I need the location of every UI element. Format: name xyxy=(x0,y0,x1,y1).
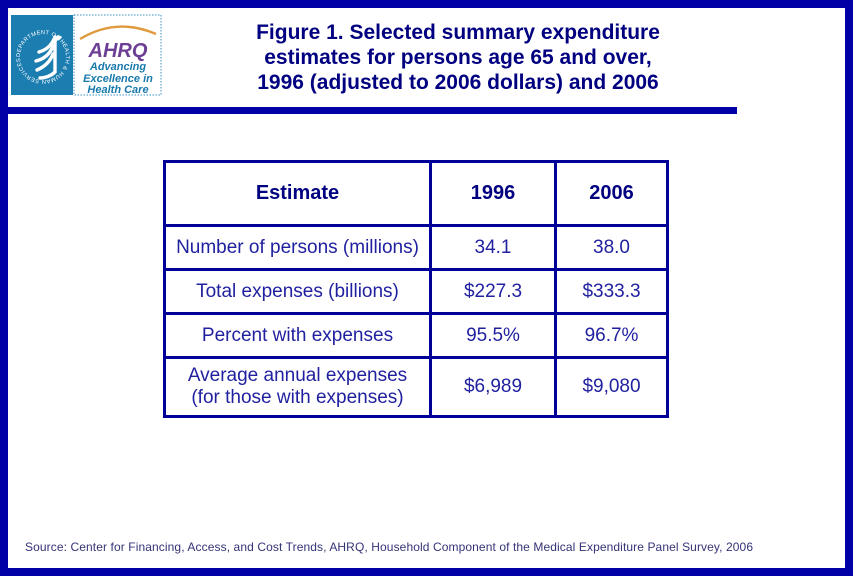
table-row: Total expenses (billions) $227.3 $333.3 xyxy=(163,268,669,315)
ahrq-wordmark: AHRQ xyxy=(88,40,148,62)
hhs-eagle-icon xyxy=(34,35,62,80)
expenditure-estimates-table: Estimate 1996 2006 Number of persons (mi… xyxy=(163,160,669,418)
table-row: Average annual expenses (for those with … xyxy=(163,356,669,418)
row-label: Number of persons (millions) xyxy=(163,224,432,271)
value-1996: $227.3 xyxy=(429,268,557,315)
figure-title-line-3: 1996 (adjusted to 2006 dollars) and 2006 xyxy=(257,71,659,94)
svg-text:Health Care: Health Care xyxy=(87,84,148,96)
value-1996: $6,989 xyxy=(429,356,557,418)
value-2006: $9,080 xyxy=(554,356,669,418)
figure-title: Figure 1. Selected summary expenditure e… xyxy=(168,20,748,95)
figure-title-line-1: Figure 1. Selected summary expenditure xyxy=(256,21,660,44)
svg-text:Advancing: Advancing xyxy=(89,61,147,73)
row-label: Average annual expenses (for those with … xyxy=(163,356,432,418)
column-header-2006: 2006 xyxy=(554,160,669,227)
table-header-row: Estimate 1996 2006 xyxy=(163,160,669,227)
value-1996: 34.1 xyxy=(429,224,557,271)
value-1996: 95.5% xyxy=(429,312,557,359)
svg-text:Excellence in: Excellence in xyxy=(83,73,153,85)
ahrq-tagline: Advancing Excellence in Health Care xyxy=(83,61,153,96)
value-2006: 96.7% xyxy=(554,312,669,359)
ahrq-hhs-logo: DEPARTMENT OF HEALTH & HUMAN SERVICES • … xyxy=(8,10,162,96)
column-header-1996: 1996 xyxy=(429,160,557,227)
table-row: Percent with expenses 95.5% 96.7% xyxy=(163,312,669,359)
header-divider-bar xyxy=(8,107,737,114)
row-label: Percent with expenses xyxy=(163,312,432,359)
figure-title-line-2: estimates for persons age 65 and over, xyxy=(264,46,652,69)
source-note: Source: Center for Financing, Access, an… xyxy=(25,540,754,554)
ahrq-panel xyxy=(73,14,162,96)
value-2006: 38.0 xyxy=(554,224,669,271)
table-row: Number of persons (millions) 34.1 38.0 xyxy=(163,224,669,271)
ahrq-swoosh-icon xyxy=(79,25,157,41)
column-header-estimate: Estimate xyxy=(163,160,432,227)
row-label: Total expenses (billions) xyxy=(163,268,432,315)
ahrq-hhs-logo-graphic: DEPARTMENT OF HEALTH & HUMAN SERVICES • … xyxy=(8,10,162,96)
hhs-panel xyxy=(11,15,73,95)
value-2006: $333.3 xyxy=(554,268,669,315)
